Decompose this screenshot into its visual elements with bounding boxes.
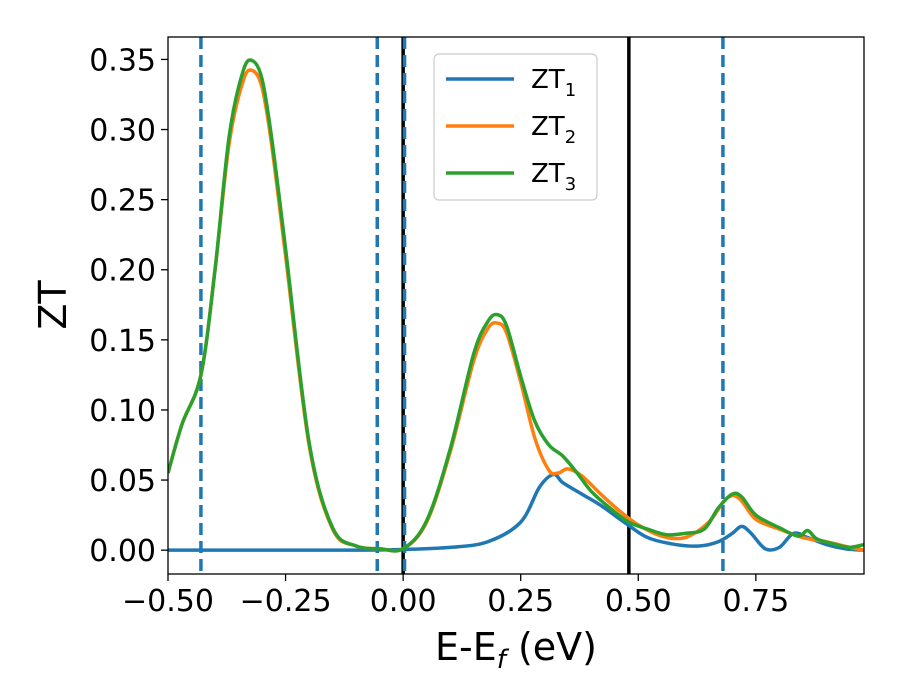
x-tick-label: −0.25 [240, 584, 332, 619]
legend-label-zt1: ZT1 [531, 65, 576, 101]
y-axis: 0.00 0.05 0.10 0.15 0.20 0.25 0.30 0.35 [89, 43, 168, 569]
legend-box [433, 53, 598, 201]
y-tick-label: 0.35 [89, 43, 156, 78]
x-axis: −0.50 −0.25 0.00 0.25 0.50 0.75 [122, 574, 789, 619]
x-axis-title: E-Ef (eV) [435, 625, 597, 675]
y-tick-label: 0.00 [89, 534, 156, 569]
plot-frame [167, 36, 865, 575]
y-tick-label: 0.05 [89, 464, 156, 499]
y-tick-label: 0.30 [89, 114, 156, 149]
x-tick-label: 0.75 [722, 584, 789, 619]
y-tick-label: 0.25 [89, 184, 156, 219]
x-tick-label: 0.50 [605, 584, 672, 619]
legend: ZT1 ZT2 ZT3 [433, 53, 598, 201]
y-axis-title: ZT [31, 280, 75, 330]
y-tick-label: 0.10 [89, 394, 156, 429]
y-tick-label: 0.20 [89, 254, 156, 289]
reference-lines [199, 37, 725, 574]
x-tick-label: −0.50 [122, 584, 214, 619]
x-tick-label: 0.00 [370, 584, 437, 619]
y-tick-label: 0.15 [89, 324, 156, 359]
x-tick-label: 0.25 [487, 584, 554, 619]
legend-label-zt3: ZT3 [531, 159, 576, 195]
series-layer [168, 58, 864, 553]
series-line-zt1 [168, 472, 864, 552]
series-line-zt3 [168, 58, 864, 553]
legend-label-zt2: ZT2 [531, 112, 576, 148]
